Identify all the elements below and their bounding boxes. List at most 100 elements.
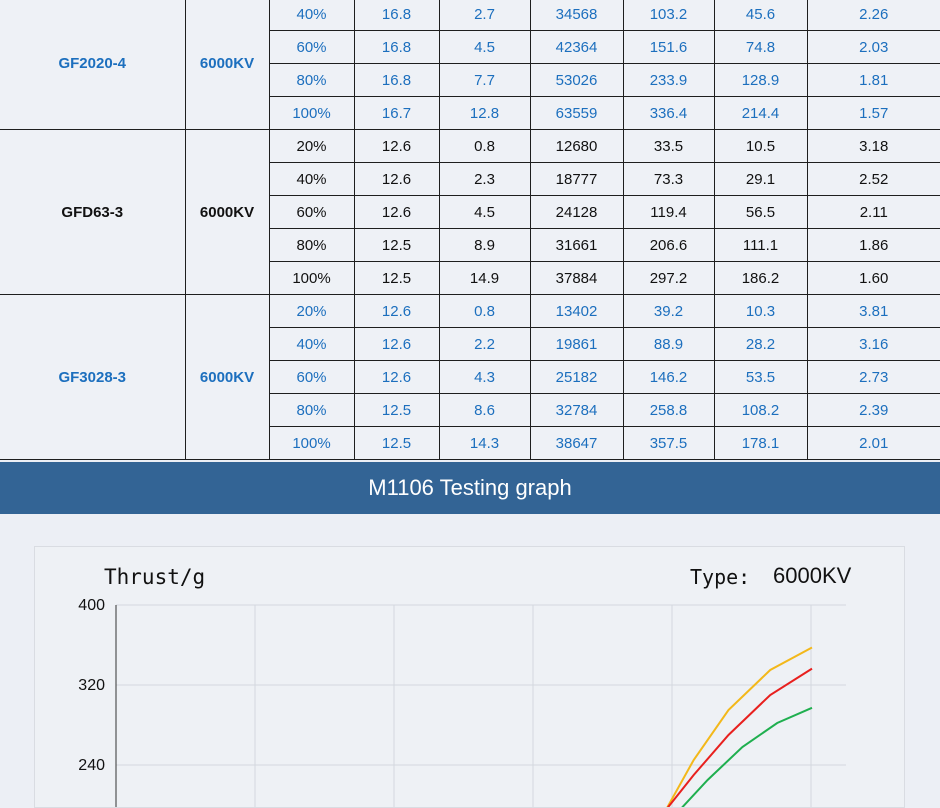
table-cell: 12.5 <box>353 393 440 427</box>
table-cell: 56.5 <box>713 195 808 229</box>
table-cell: 108.2 <box>713 393 808 427</box>
kv-cell: 6000KV <box>184 294 270 460</box>
table-cell: 14.9 <box>438 261 531 295</box>
table-row: 40% 12.6 2.2 19861 88.9 28.2 3.16 <box>0 327 940 361</box>
table-cell: 100% <box>269 426 355 460</box>
y-axis-title: Thrust/g <box>104 565 206 589</box>
table-cell: 1.57 <box>806 96 940 130</box>
table-cell: 53026 <box>529 63 624 97</box>
table-cell: 12.6 <box>353 327 440 361</box>
performance-table: GF2020-4 6000KV 40% 16.8 2.7 34568 103.2 45.6 2.… <box>0 0 940 460</box>
table-cell: 2.7 <box>438 0 531 31</box>
table-cell: 2.26 <box>806 0 940 31</box>
table-cell: 16.7 <box>353 96 440 130</box>
table-cell: 12.5 <box>353 426 440 460</box>
table-cell: 2.52 <box>806 162 940 196</box>
table-cell: 18777 <box>529 162 624 196</box>
table-cell: 128.9 <box>713 63 808 97</box>
table-cell: 38647 <box>529 426 624 460</box>
table-cell: 3.81 <box>806 294 940 328</box>
table-body: GF2020-4 6000KV 40% 16.8 2.7 34568 103.2 45.6 2.… <box>0 0 940 460</box>
table-cell: 0.8 <box>438 129 531 163</box>
table-cell: 100% <box>269 96 355 130</box>
table-cell: 74.8 <box>713 30 808 64</box>
y-tick-label: 400 <box>78 597 105 614</box>
table-cell: 151.6 <box>622 30 715 64</box>
model-cell: GF3028-3 <box>0 294 186 460</box>
table-cell: 25182 <box>529 360 624 394</box>
table-cell: 12680 <box>529 129 624 163</box>
table-row: 80% 16.8 7.7 53026 233.9 128.9 1.81 <box>0 63 940 97</box>
y-tick-label: 240 <box>78 757 105 774</box>
table-cell: 146.2 <box>622 360 715 394</box>
table-cell: 31661 <box>529 228 624 262</box>
table-cell: 103.2 <box>622 0 715 31</box>
table-cell: 33.5 <box>622 129 715 163</box>
table-row: 80% 12.5 8.6 32784 258.8 108.2 2.39 <box>0 393 940 427</box>
table-cell: 53.5 <box>713 360 808 394</box>
table-cell: 4.5 <box>438 195 531 229</box>
table-cell: 258.8 <box>622 393 715 427</box>
table-cell: 12.6 <box>353 162 440 196</box>
table-cell: 45.6 <box>713 0 808 31</box>
table-cell: 20% <box>268 129 355 163</box>
table-cell: 24128 <box>529 195 624 229</box>
table-cell: 73.3 <box>622 162 715 196</box>
model-cell: GFD63-3 <box>0 129 186 295</box>
table-cell: 12.5 <box>353 261 440 295</box>
series-line <box>666 646 813 807</box>
table-cell: 12.6 <box>353 129 440 163</box>
table-cell: 12.6 <box>353 195 440 229</box>
thrust-chart: Thrust/g Type: 6000KV 400 320 240 <box>34 546 905 808</box>
table-row: 100% 12.5 14.9 37884 297.2 186.2 1.60 <box>0 261 940 295</box>
table-cell: 2.03 <box>806 30 940 64</box>
table-cell: 88.9 <box>622 327 715 361</box>
table-cell: 8.6 <box>438 393 531 427</box>
table-cell: 4.5 <box>438 30 531 64</box>
table-cell: 40% <box>269 327 355 361</box>
kv-cell: 6000KV <box>184 129 270 295</box>
table-cell: 3.18 <box>806 129 940 163</box>
table-cell: 60% <box>269 195 355 229</box>
table-cell: 0.8 <box>438 294 531 328</box>
table-cell: 20% <box>268 294 355 328</box>
table-cell: 16.8 <box>353 0 440 31</box>
table-cell: 8.9 <box>438 228 531 262</box>
table-cell: 3.16 <box>806 327 940 361</box>
kv-cell: 6000KV <box>184 0 270 130</box>
table-cell: 297.2 <box>622 261 715 295</box>
banner-title: M1106 Testing graph <box>368 475 572 500</box>
series-line <box>681 706 813 807</box>
table-cell: 7.7 <box>438 63 531 97</box>
table-cell: 2.3 <box>438 162 531 196</box>
table-row: GFD63-3 6000KV 20% 12.6 0.8 12680 33.5 10.5 3.18 <box>0 129 940 295</box>
table-cell: 1.81 <box>806 63 940 97</box>
y-tick-label: 320 <box>78 677 105 694</box>
table-cell: 80% <box>269 228 355 262</box>
type-label: Type: <box>690 565 751 589</box>
table-cell: 60% <box>269 30 355 64</box>
table-cell: 206.6 <box>622 228 715 262</box>
table-cell: 34568 <box>529 0 624 31</box>
table-cell: 42364 <box>529 30 624 64</box>
table-cell: 32784 <box>529 393 624 427</box>
table-cell: 357.5 <box>622 426 715 460</box>
table-cell: 186.2 <box>713 261 808 295</box>
table-cell: 2.73 <box>806 360 940 394</box>
table-cell: 336.4 <box>622 96 715 130</box>
table-cell: 10.3 <box>713 294 808 328</box>
table-cell: 1.86 <box>806 228 940 262</box>
table-cell: 178.1 <box>713 426 808 460</box>
table-cell: 2.2 <box>438 327 531 361</box>
table-cell: 2.39 <box>806 393 940 427</box>
table-cell: 19861 <box>529 327 624 361</box>
table-cell: 60% <box>269 360 355 394</box>
table-row: GF2020-4 6000KV 40% 16.8 2.7 34568 103.2 45.6 2.… <box>0 0 940 130</box>
table-cell: 28.2 <box>713 327 808 361</box>
table-cell: 13402 <box>529 294 624 328</box>
table-cell: 119.4 <box>622 195 715 229</box>
table-cell: 39.2 <box>622 294 715 328</box>
table-cell: 10.5 <box>713 129 808 163</box>
section-banner: M1106 Testing graph <box>0 462 940 514</box>
table-cell: 80% <box>269 393 355 427</box>
